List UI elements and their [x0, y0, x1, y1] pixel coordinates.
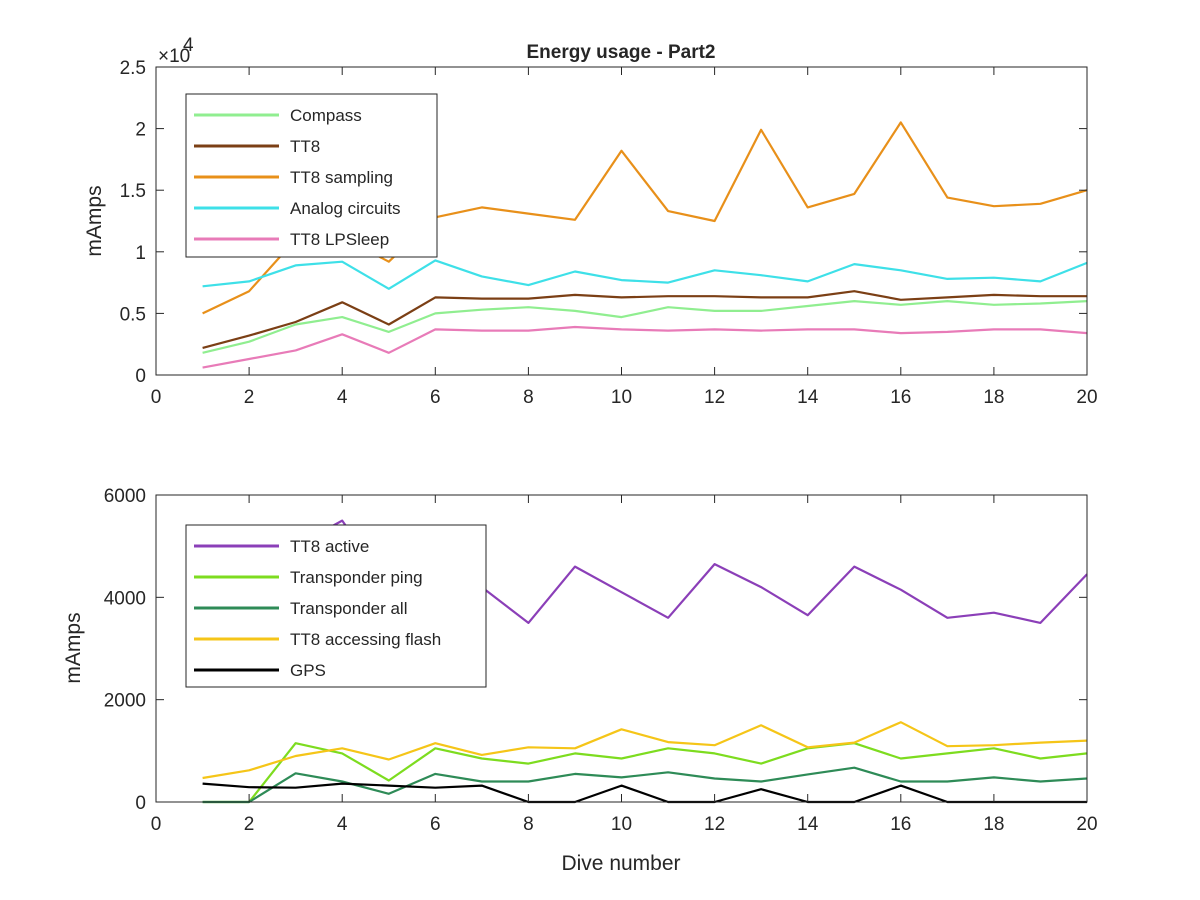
top-chart-x-tick-label: 8 — [523, 387, 534, 408]
top-chart-legend: Compass TT8 TT8 sampling Analog circuits TT8… — [185, 93, 438, 258]
bottom-chart-x-tick-label: 6 — [430, 814, 441, 835]
series-line-compass — [202, 300, 1088, 354]
bottom-chart-y-tick-label: 4000 — [104, 588, 146, 609]
top-chart-x-tick-label: 0 — [151, 387, 162, 408]
bottom-chart-x-tick-label: 16 — [890, 814, 911, 835]
top-chart-y-axis-label: mAmps — [83, 185, 106, 256]
bottom-chart-legend: TT8 active Transponder ping Transponder al… — [185, 524, 487, 688]
legend-label-tt8: TT8 — [290, 137, 320, 156]
series-line-gps — [202, 782, 1087, 804]
top-chart-ticks: 0 2 4 6 8 10 12 14 16 18 20 0 0.5 1 1.5 2 2.5 — [120, 58, 1098, 408]
bottom-chart-y-tick-label: 2000 — [104, 691, 146, 712]
top-chart-x-tick-label: 18 — [983, 387, 1004, 408]
top-chart-x-tick-label: 20 — [1076, 387, 1097, 408]
bottom-chart-x-tick-label: 12 — [704, 814, 725, 835]
top-chart-x-tick-label: 2 — [244, 387, 255, 408]
bottom-chart-legend-box — [185, 524, 487, 688]
top-chart-y-tick-label: 1.5 — [120, 181, 146, 202]
bottom-chart-ticks: 0 2 4 6 8 10 12 14 16 18 20 0 2000 4000 6000 — [104, 486, 1098, 835]
top-chart-y-tick-label: 1 — [135, 243, 146, 264]
bottom-chart-x-axis-label: Dive number — [561, 852, 680, 875]
bottom-chart-y-axis-label: mAmps — [62, 612, 85, 683]
bottom-chart-x-tick-label: 8 — [523, 814, 534, 835]
bottom-chart-x-tick-label: 10 — [611, 814, 632, 835]
bottom-chart-x-tick-label: 20 — [1076, 814, 1097, 835]
top-chart-x-tick-label: 16 — [890, 387, 911, 408]
bottom-chart-x-tick-label: 14 — [797, 814, 819, 835]
top-chart-x-tick-label: 6 — [430, 387, 441, 408]
top-chart-title: Energy usage - Part2 — [526, 42, 715, 63]
bottom-chart-x-tick-label: 4 — [337, 814, 348, 835]
bottom-chart-x-tick-label: 2 — [244, 814, 255, 835]
legend-label-transponder-ping: Transponder ping — [290, 568, 423, 587]
bottom-chart-x-tick-label: 18 — [983, 814, 1004, 835]
legend-label-compass: Compass — [290, 106, 362, 125]
top-chart-y-tick-label: 0 — [135, 366, 146, 387]
top-chart-y-tick-label: 0.5 — [120, 304, 146, 325]
series-line-tt8-lpsleep — [202, 325, 1088, 369]
bottom-chart-y-tick-label: 0 — [135, 793, 146, 814]
legend-label-tt8-active: TT8 active — [290, 537, 369, 556]
series-line-transponder-ping — [202, 742, 1088, 804]
bottom-chart: 0 2 4 6 8 10 12 14 16 18 20 0 2000 4000 6000 mAmps Div… — [62, 486, 1098, 875]
bottom-chart-y-tick-label: 6000 — [104, 486, 146, 507]
legend-label-tt8-lpsleep: TT8 LPSleep — [290, 230, 389, 249]
series-line-tt8-accessing-flash — [202, 721, 1088, 780]
top-chart-y-tick-label: 2.5 — [120, 58, 146, 79]
top-chart-y-multiplier: ×10 — [158, 46, 190, 67]
top-chart-x-tick-label: 10 — [611, 387, 632, 408]
top-chart-x-tick-label: 4 — [337, 387, 348, 408]
top-chart: 0 2 4 6 8 10 12 14 16 18 20 0 0.5 1 1.5 2 2.5 Energy usa… — [83, 35, 1098, 408]
legend-label-tt8-sampling: TT8 sampling — [290, 168, 393, 187]
series-line-tt8 — [202, 290, 1087, 349]
legend-label-tt8-accessing-flash: TT8 accessing flash — [290, 630, 441, 649]
top-chart-y-multiplier-exponent: 4 — [183, 35, 194, 56]
legend-label-transponder-all: Transponder all — [290, 599, 408, 618]
bottom-chart-x-tick-label: 0 — [151, 814, 162, 835]
top-chart-x-tick-label: 12 — [704, 387, 725, 408]
series-line-analog-circuits — [202, 259, 1088, 290]
legend-label-analog-circuits: Analog circuits — [290, 199, 401, 218]
legend-label-gps: GPS — [290, 661, 326, 680]
top-chart-y-tick-label: 2 — [135, 120, 146, 141]
top-chart-x-tick-label: 14 — [797, 387, 819, 408]
